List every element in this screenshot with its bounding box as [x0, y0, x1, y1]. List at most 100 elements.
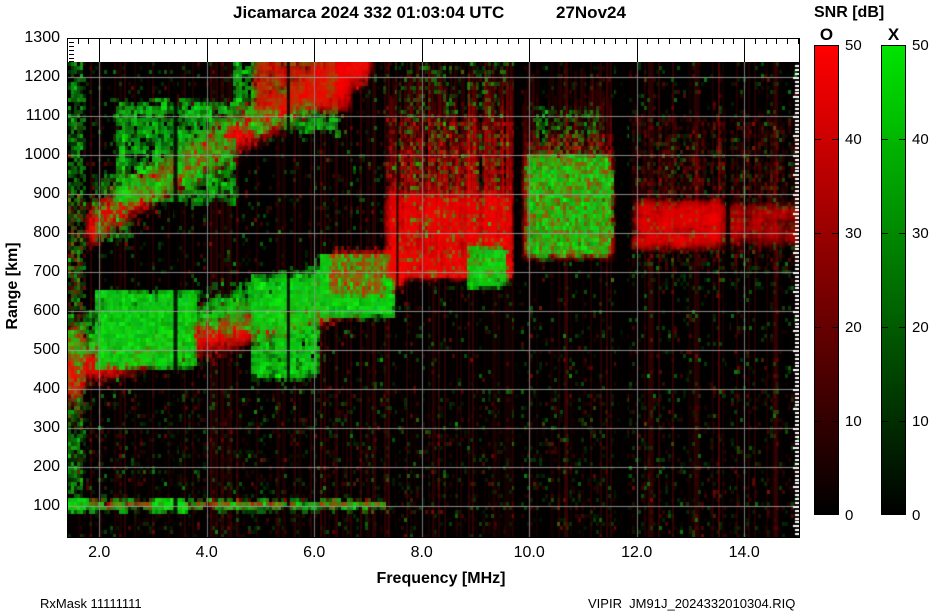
tick-mark — [120, 39, 122, 44]
y-tick-label: 100 — [33, 497, 60, 514]
tick-mark — [604, 39, 606, 44]
tick-mark — [701, 39, 703, 44]
tick-mark — [787, 39, 789, 44]
tick-mark — [496, 39, 498, 44]
tick-mark — [109, 39, 111, 44]
tick-mark — [88, 39, 90, 44]
colorbar-tick-label: 50 — [912, 37, 929, 54]
tick-mark — [69, 45, 74, 47]
x-tick-label: 8.0 — [410, 544, 433, 561]
colorbar-tick-label: 30 — [845, 225, 862, 242]
colorbar-tick-dash — [832, 139, 838, 140]
colorbar-tick-dash — [899, 233, 905, 234]
tick-mark — [228, 39, 230, 44]
tick-mark — [142, 39, 144, 44]
colorbar-tick-label: 10 — [912, 413, 929, 430]
colorbar-tick-label: 30 — [912, 225, 929, 242]
y-tick-label: 700 — [33, 263, 60, 280]
tick-mark — [593, 39, 595, 44]
y-tick-label: 1000 — [24, 146, 60, 163]
colorbar-tick-label: 40 — [845, 131, 862, 148]
colorbar-tick-label: 10 — [845, 413, 862, 430]
colorbar-tick-dash — [899, 139, 905, 140]
colorbar-tick-label: 50 — [845, 37, 862, 54]
tick-mark — [346, 39, 348, 44]
x-axis-label: Frequency [MHz] — [376, 570, 506, 587]
tick-mark — [744, 39, 746, 62]
tick-mark — [625, 39, 627, 44]
tick-mark — [69, 61, 74, 63]
tick-mark — [443, 39, 445, 44]
tick-mark — [582, 39, 584, 44]
tick-mark — [195, 39, 197, 44]
colorbar-tick-dash — [899, 327, 905, 328]
tick-mark — [389, 39, 391, 44]
tick-mark — [292, 39, 294, 44]
tick-mark — [69, 53, 74, 55]
tick-mark — [400, 39, 402, 44]
tick-mark — [217, 39, 219, 44]
y-axis-label: Range [km] — [4, 242, 21, 330]
colorbar-tick-label: 0 — [912, 507, 921, 524]
plot-title: Jicamarca 2024 332 01:03:04 UTC — [233, 3, 505, 22]
tick-mark — [486, 39, 488, 44]
y-tick-label: 800 — [33, 224, 60, 241]
y-tick-label: 900 — [33, 185, 60, 202]
tick-mark — [550, 39, 552, 44]
tick-mark — [303, 39, 305, 44]
colorbar-tick-dash — [815, 139, 821, 140]
y-tick-label: 500 — [33, 341, 60, 358]
colorbar-tick-dash — [815, 327, 821, 328]
colorbar-x-label: X — [887, 25, 900, 44]
tick-mark — [754, 39, 756, 44]
colorbar-tick-dash — [832, 421, 838, 422]
colorbar-tick-dash — [882, 421, 888, 422]
tick-mark — [507, 39, 509, 44]
tick-mark — [776, 39, 778, 44]
colorbar-o-label: O — [819, 25, 834, 44]
x-tick-label: 12.0 — [621, 544, 653, 561]
tick-mark — [281, 39, 283, 44]
colorbar-tick-label: 20 — [912, 319, 929, 336]
colorbar-tick-label: 40 — [912, 131, 929, 148]
y-tick-label: 1200 — [24, 68, 60, 85]
tick-mark — [529, 39, 531, 62]
tick-mark — [185, 39, 187, 44]
tick-mark — [174, 39, 176, 44]
y-tick-label: 1300 — [24, 29, 60, 46]
tick-mark — [668, 39, 670, 44]
tick-mark — [69, 41, 74, 43]
tick-mark — [152, 39, 154, 44]
colorbar-title: SNR [dB] — [814, 4, 885, 21]
tick-mark — [636, 39, 638, 62]
tick-mark — [206, 39, 208, 62]
tick-mark — [464, 39, 466, 44]
tick-mark — [421, 39, 423, 62]
x-tick-label: 2.0 — [88, 544, 111, 561]
tick-mark — [69, 49, 74, 51]
x-tick-label: 14.0 — [728, 544, 760, 561]
footer-filename: VIPIR JM91J_2024332010304.RIQ — [588, 596, 796, 611]
tick-mark — [357, 39, 359, 44]
tick-mark — [572, 39, 574, 44]
tick-mark — [615, 39, 617, 44]
y-tick-label: 400 — [33, 380, 60, 397]
tick-mark — [335, 39, 337, 44]
colorbar-tick-dash — [832, 233, 838, 234]
tick-mark — [647, 39, 649, 44]
tick-mark — [690, 39, 692, 44]
tick-mark — [131, 39, 133, 44]
tick-mark — [77, 39, 79, 44]
colorbar-tick-label: 0 — [845, 507, 854, 524]
y-tick-label: 600 — [33, 302, 60, 319]
tick-mark — [163, 39, 165, 44]
tick-mark — [765, 39, 767, 44]
tick-mark — [475, 39, 477, 44]
tick-mark — [271, 39, 273, 44]
tick-mark — [539, 39, 541, 44]
x-tick-label: 6.0 — [303, 544, 326, 561]
tick-mark — [518, 39, 520, 44]
tick-mark — [260, 39, 262, 44]
plot-date: 27Nov24 — [556, 3, 626, 22]
